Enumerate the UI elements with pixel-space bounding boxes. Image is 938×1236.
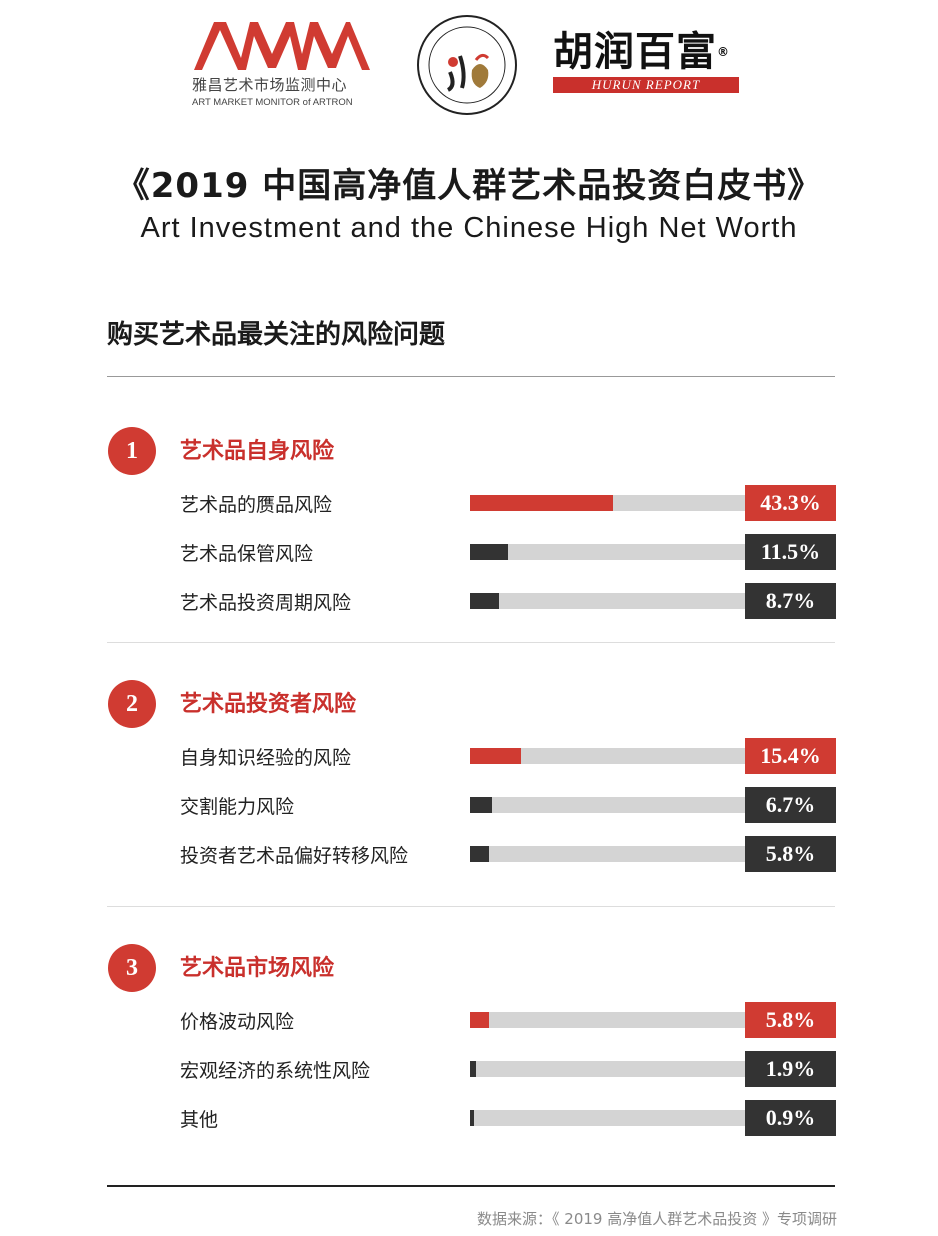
- report-title-en: Art Investment and the Chinese High Net …: [140, 212, 798, 244]
- amma-en-name: ART MARKET MONITOR of ARTRON: [192, 97, 353, 108]
- value-label: 5.8%: [745, 1002, 836, 1038]
- hurun-en-name: HURUN REPORT: [553, 77, 739, 93]
- bar-track: [470, 1061, 745, 1077]
- value-label: 43.3%: [745, 485, 836, 521]
- bar-fill: [470, 1110, 474, 1126]
- bar-track: [470, 495, 745, 511]
- bar-fill: [470, 544, 508, 560]
- amma-mark-icon: [194, 22, 370, 70]
- section-separator: [107, 642, 835, 643]
- bar-fill: [470, 495, 613, 511]
- risk-label: 其他: [180, 1109, 219, 1131]
- section-title: 艺术品自身风险: [180, 439, 335, 464]
- risk-label: 自身知识经验的风险: [180, 747, 352, 769]
- section-number-badge: 3: [108, 944, 156, 992]
- hurun-cn-name: 胡润百富®: [553, 29, 730, 75]
- bar-fill: [470, 846, 490, 862]
- bar-track: [470, 748, 745, 764]
- risk-label: 宏观经济的系统性风险: [180, 1060, 371, 1082]
- data-source: 数据来源：《 2019 高净值人群艺术品投资 》专项调研: [477, 1210, 837, 1228]
- bar-track: [470, 797, 745, 813]
- bar-track: [470, 1110, 745, 1126]
- bar-track: [470, 1012, 745, 1028]
- section-title: 艺术品市场风险: [180, 956, 335, 981]
- section-number-badge: 2: [108, 680, 156, 728]
- top-divider: [107, 376, 835, 377]
- report-title-cn: 《2019 中国高净值人群艺术品投资白皮书》: [115, 166, 823, 206]
- bar-fill: [470, 1061, 477, 1077]
- section-number-badge: 1: [108, 427, 156, 475]
- bottom-divider: [107, 1185, 835, 1187]
- value-label: 0.9%: [745, 1100, 836, 1136]
- value-label: 1.9%: [745, 1051, 836, 1087]
- value-label: 15.4%: [745, 738, 836, 774]
- value-label: 11.5%: [745, 534, 836, 570]
- risk-label: 艺术品投资周期风险: [180, 592, 352, 614]
- risk-label: 投资者艺术品偏好转移风险: [180, 845, 409, 867]
- bar-track: [470, 846, 745, 862]
- risk-label: 价格波动风险: [180, 1011, 295, 1033]
- bar-fill: [470, 748, 521, 764]
- amma-cn-name: 雅昌艺术市场监测中心: [192, 76, 348, 94]
- value-label: 6.7%: [745, 787, 836, 823]
- amma-logo: 雅昌艺术市场监测中心 ART MARKET MONITOR of ARTRON: [192, 18, 372, 108]
- anniversary-seal-icon: [417, 15, 517, 115]
- hurun-logo: 胡润百富® HURUN REPORT: [553, 30, 745, 93]
- risk-label: 交割能力风险: [180, 796, 295, 818]
- value-label: 8.7%: [745, 583, 836, 619]
- chart-title: 购买艺术品最关注的风险问题: [107, 320, 446, 350]
- bar-fill: [470, 593, 499, 609]
- value-label: 5.8%: [745, 836, 836, 872]
- risk-label: 艺术品的赝品风险: [180, 494, 333, 516]
- section-title: 艺术品投资者风险: [180, 692, 357, 717]
- risk-label: 艺术品保管风险: [180, 543, 314, 565]
- anniversary-seal: [416, 14, 518, 116]
- bar-track: [470, 544, 745, 560]
- bar-fill: [470, 1012, 490, 1028]
- section-separator: [107, 906, 835, 907]
- bar-fill: [470, 797, 493, 813]
- bar-track: [470, 593, 745, 609]
